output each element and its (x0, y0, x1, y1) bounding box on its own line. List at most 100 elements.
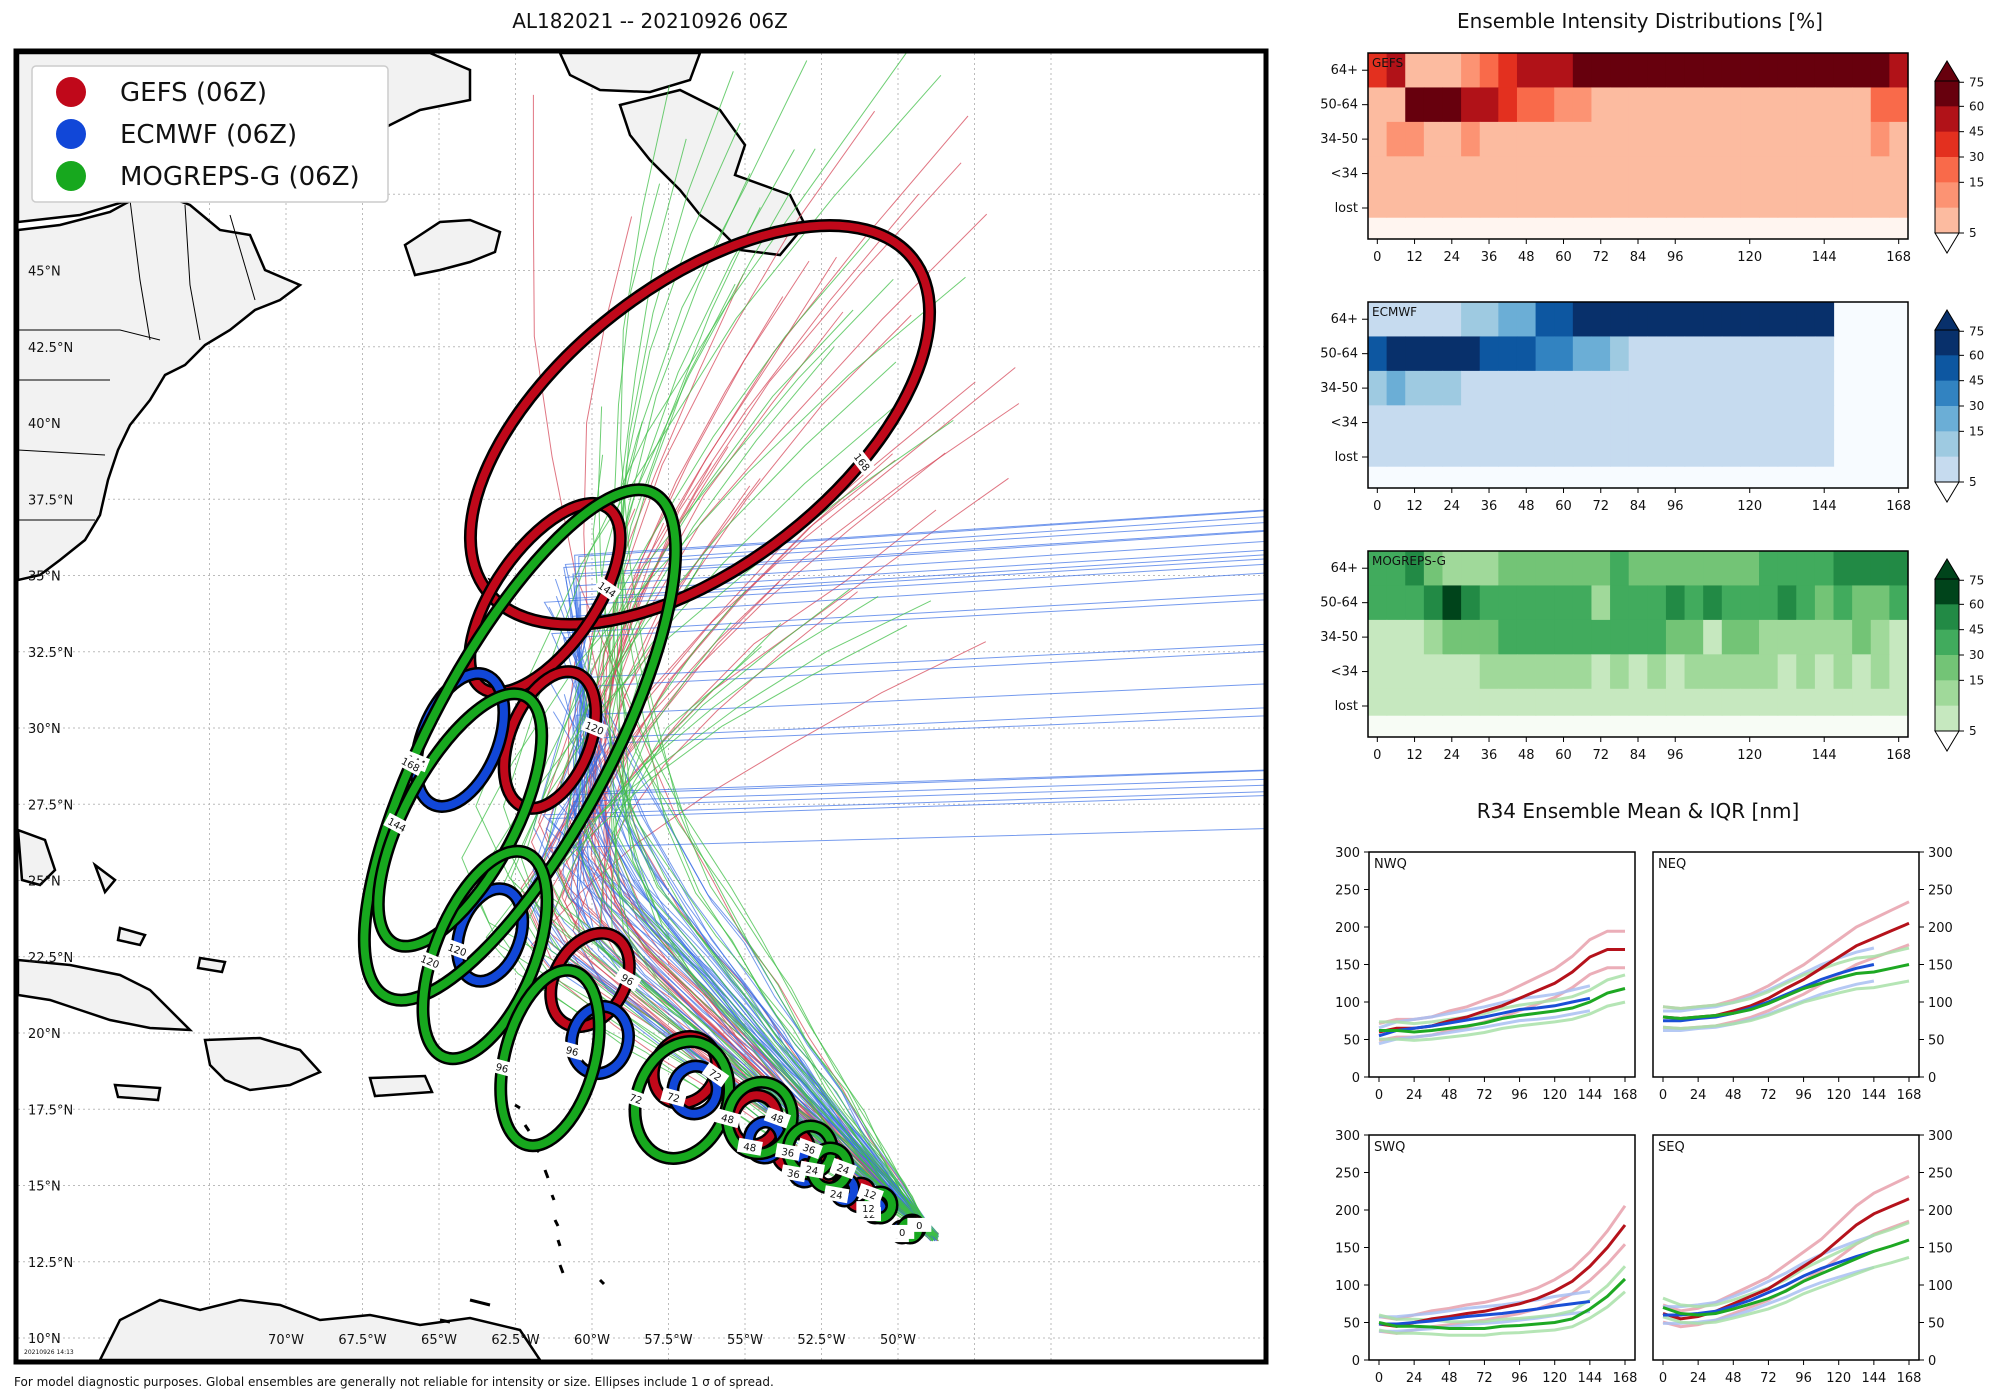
heat-cell (1777, 439, 1797, 467)
heat-cell (1852, 551, 1872, 586)
heat-cell (1796, 688, 1816, 716)
land-south-america (98, 1298, 542, 1360)
heat-cell (1740, 121, 1760, 157)
heat-cell (1591, 551, 1611, 586)
heat-cell (1759, 121, 1779, 157)
colorbar-tick: 5 (1969, 724, 1977, 738)
r34-x-tick: 96 (1795, 1088, 1812, 1103)
heat-cell (1703, 439, 1723, 467)
spread-ellipse-72 (666, 1059, 724, 1121)
x-tick-label: 96 (1667, 748, 1684, 763)
heat-cell (1721, 53, 1742, 88)
heat-cell (1554, 654, 1574, 690)
r34-iqr-line (1379, 1000, 1626, 1042)
heat-cell (1740, 87, 1760, 123)
heat-cell (1647, 121, 1667, 157)
heat-cell (1796, 551, 1816, 586)
heat-cell (1554, 336, 1574, 372)
heat-cell (1796, 121, 1816, 157)
r34-x-tick: 144 (1577, 1088, 1602, 1103)
heat-cell (1368, 53, 1388, 88)
heat-cell (1833, 654, 1853, 690)
heat-cell (1479, 121, 1499, 157)
heat-cell (1833, 190, 1853, 218)
ensemble-track (610, 615, 939, 1235)
heat-cell (1516, 619, 1537, 655)
x-tick-label: 24 (1444, 499, 1461, 514)
x-tick-label: 120 (1737, 250, 1762, 265)
heat-cell (1628, 405, 1648, 441)
legend-label: ECMWF (06Z) (120, 120, 297, 150)
heat-cell (1461, 156, 1481, 192)
heat-cell (1647, 370, 1667, 406)
heat-cell (1535, 551, 1555, 586)
heat-cell (1572, 654, 1593, 690)
heat-cell (1368, 654, 1388, 690)
r34-x-tick: 96 (1795, 1371, 1812, 1386)
r34-title: R34 Ensemble Mean & IQR [nm] (1477, 799, 1800, 823)
svg-text:48: 48 (769, 1112, 785, 1127)
heat-cell (1479, 688, 1499, 716)
heat-cell (1610, 302, 1630, 337)
heat-cell (1554, 405, 1574, 441)
heat-cell (1461, 619, 1481, 655)
heat-cell (1610, 121, 1630, 157)
heat-cell (1498, 619, 1518, 655)
heat-cell (1870, 190, 1890, 218)
lon-label: 70°W (268, 1333, 304, 1348)
lat-label: 20°N (28, 1027, 61, 1042)
r34-y-tick: 100 (1928, 996, 1953, 1011)
heat-cell (1814, 688, 1835, 716)
svg-text:12: 12 (863, 1210, 876, 1221)
heat-cell (1423, 654, 1444, 690)
heat-cell (1554, 439, 1574, 467)
svg-text:72: 72 (628, 1093, 644, 1108)
heat-cell (1628, 370, 1648, 406)
r34-y-tick: 0 (1928, 1354, 1936, 1369)
r34-mean-line-MOGREPS-G (1662, 1238, 1910, 1317)
heat-cell (1405, 370, 1425, 406)
heat-cell (1423, 336, 1444, 372)
heat-cell (1703, 156, 1723, 192)
lon-label: 60°W (574, 1333, 610, 1348)
x-tick-label: 120 (1737, 499, 1762, 514)
heat-cell (1423, 53, 1444, 88)
x-tick-label: 84 (1630, 499, 1647, 514)
legend-label: MOGREPS-G (06Z) (120, 162, 360, 192)
x-tick-label: 72 (1592, 499, 1609, 514)
heat-cell (1777, 619, 1797, 655)
heat-cell (1740, 405, 1760, 441)
heat-cell (1386, 585, 1406, 621)
lat-label: 22.5°N (28, 951, 73, 966)
heat-cell (1386, 405, 1406, 441)
heat-cell (1368, 405, 1388, 441)
legend-marker (56, 161, 86, 191)
heat-cell (1610, 405, 1630, 441)
quadrant-label: NEQ (1658, 857, 1686, 872)
ellipse-label: 48 (714, 1108, 742, 1129)
heat-cell (1796, 439, 1816, 467)
heat-cell (1368, 336, 1388, 372)
heat-cell (1684, 585, 1704, 621)
heat-cell (1498, 53, 1518, 88)
heat-cell (1572, 190, 1593, 218)
heat-cell (1814, 370, 1835, 406)
x-tick-label: 168 (1886, 748, 1911, 763)
heat-cell (1703, 53, 1723, 88)
heat-cell (1572, 688, 1593, 716)
heat-cell (1759, 439, 1779, 467)
heat-cell (1368, 619, 1388, 655)
land-labrador (558, 53, 702, 94)
r34-y-tick: 100 (1335, 996, 1360, 1011)
svg-text:0: 0 (899, 1228, 905, 1239)
r34-iqr-line (1378, 1290, 1626, 1337)
colorbar-tick: 60 (1969, 597, 1984, 611)
r34-x-tick: 168 (1613, 1088, 1638, 1103)
r34-y-tick: 0 (1928, 1071, 1936, 1086)
lat-label: 17.5°N (28, 1103, 73, 1118)
heat-cell (1870, 585, 1890, 621)
legend-box (31, 65, 389, 203)
heat-cell (1591, 370, 1611, 406)
svg-text:48: 48 (720, 1113, 735, 1127)
heat-cell (1647, 302, 1667, 337)
